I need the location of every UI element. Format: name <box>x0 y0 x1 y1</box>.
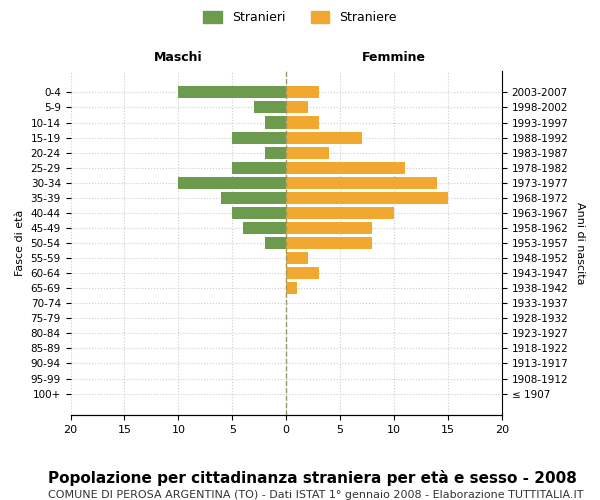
Legend: Stranieri, Straniere: Stranieri, Straniere <box>198 6 402 29</box>
Bar <box>265 146 286 158</box>
Bar <box>286 116 319 128</box>
Text: Maschi: Maschi <box>154 51 203 64</box>
Text: COMUNE DI PEROSA ARGENTINA (TO) - Dati ISTAT 1° gennaio 2008 - Elaborazione TUTT: COMUNE DI PEROSA ARGENTINA (TO) - Dati I… <box>48 490 583 500</box>
Bar <box>286 176 437 189</box>
Text: Femmine: Femmine <box>362 51 426 64</box>
Bar <box>286 267 319 279</box>
Bar <box>286 132 362 143</box>
Bar <box>286 162 405 173</box>
Bar <box>286 222 373 234</box>
Bar <box>265 116 286 128</box>
Bar <box>232 162 286 173</box>
Bar <box>286 252 308 264</box>
Bar <box>286 102 308 114</box>
Bar <box>178 86 286 99</box>
Bar <box>286 86 319 99</box>
Bar <box>286 237 373 249</box>
Y-axis label: Anni di nascita: Anni di nascita <box>575 202 585 284</box>
Bar <box>286 146 329 158</box>
Bar <box>254 102 286 114</box>
Text: Popolazione per cittadinanza straniera per età e sesso - 2008: Popolazione per cittadinanza straniera p… <box>48 470 577 486</box>
Bar <box>232 207 286 219</box>
Bar <box>178 176 286 189</box>
Y-axis label: Fasce di età: Fasce di età <box>15 210 25 276</box>
Bar <box>221 192 286 204</box>
Bar <box>232 132 286 143</box>
Bar <box>286 192 448 204</box>
Bar <box>286 207 394 219</box>
Bar <box>243 222 286 234</box>
Bar <box>286 282 297 294</box>
Bar <box>265 237 286 249</box>
